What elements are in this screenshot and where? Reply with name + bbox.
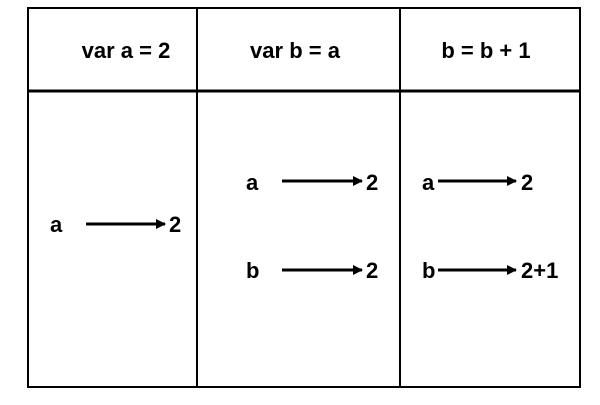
value-label: 2 <box>169 212 181 237</box>
variable-label: a <box>422 170 435 195</box>
value-label: 2+1 <box>521 258 558 283</box>
column-header-1: var a = 2 <box>82 38 171 63</box>
value-label: 2 <box>366 258 378 283</box>
value-label: 2 <box>521 170 533 195</box>
variable-label: b <box>246 258 259 283</box>
column-header-2: var b = a <box>250 38 341 63</box>
column-header-3: b = b + 1 <box>441 38 530 63</box>
table-border <box>27 7 581 388</box>
variable-label: b <box>422 258 435 283</box>
variable-label: a <box>50 212 63 237</box>
value-label: 2 <box>366 170 378 195</box>
variable-label: a <box>246 170 259 195</box>
